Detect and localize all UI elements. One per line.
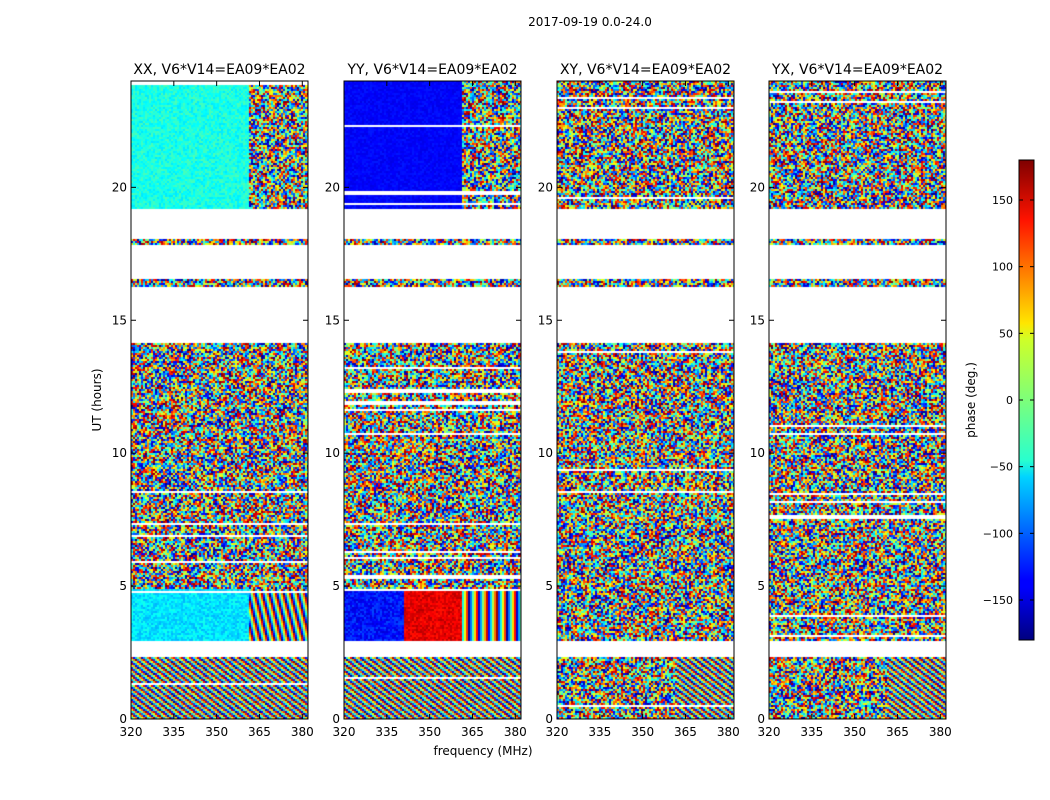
panel-title: YY, V6*V14=EA09*EA02 — [346, 62, 517, 78]
y-axis-label: UT (hours) — [90, 368, 104, 431]
y-tick-label: 5 — [332, 579, 340, 593]
x-tick-label: 320 — [546, 725, 569, 739]
y-tick-label: 5 — [757, 579, 765, 593]
colorbar-tick-label: 150 — [992, 194, 1013, 207]
y-tick-label: 0 — [119, 712, 127, 726]
y-tick-label: 15 — [538, 313, 553, 327]
heatmap-xx — [131, 81, 308, 719]
x-tick-label: 365 — [248, 725, 271, 739]
panel-title: YX, V6*V14=EA09*EA02 — [771, 62, 943, 78]
y-tick-label: 15 — [325, 313, 340, 327]
colorbar-tick-label: −150 — [983, 594, 1013, 607]
x-tick-label: 380 — [717, 725, 740, 739]
x-tick-label: 320 — [758, 725, 781, 739]
y-tick-label: 20 — [538, 180, 553, 194]
panel-yx: YX, V6*V14=EA09*EA02 320 335 350 365 380 0 5 10 1… — [750, 62, 952, 739]
panel-yy: YY, V6*V14=EA09*EA02 320 335 350 365 380 0 5 10 1… — [325, 62, 527, 739]
panel-xx: XX, V6*V14=EA09*EA02 320 335 350 365 380 0 5 10 1… — [112, 62, 314, 739]
x-tick-label: 350 — [205, 725, 228, 739]
y-tick-label: 5 — [119, 579, 127, 593]
panel-title: XX, V6*V14=EA09*EA02 — [133, 62, 305, 78]
y-tick-label: 15 — [750, 313, 765, 327]
x-tick-label: 380 — [504, 725, 527, 739]
y-tick-label: 20 — [750, 180, 765, 194]
colorbar-label: phase (deg.) — [964, 362, 978, 438]
y-tick-label: 0 — [545, 712, 553, 726]
panel-frame — [768, 80, 947, 720]
x-tick-label: 335 — [800, 725, 823, 739]
y-tick-label: 0 — [332, 712, 340, 726]
x-tick-label: 350 — [631, 725, 654, 739]
x-tick-label: 365 — [886, 725, 909, 739]
panel-title: XY, V6*V14=EA09*EA02 — [560, 62, 731, 78]
x-tick-label: 350 — [843, 725, 866, 739]
y-tick-label: 5 — [545, 579, 553, 593]
colorbar-tick-label: 100 — [992, 261, 1013, 274]
colorbar-tick-label: −100 — [983, 527, 1013, 540]
x-tick-label: 335 — [162, 725, 185, 739]
y-tick-label: 15 — [112, 313, 127, 327]
heatmap-yx — [769, 81, 946, 719]
x-tick-label: 335 — [588, 725, 611, 739]
y-tick-label: 10 — [750, 446, 765, 460]
x-tick-label: 350 — [418, 725, 441, 739]
panel-frame — [343, 80, 522, 720]
y-tick-label: 20 — [325, 180, 340, 194]
y-tick-label: 0 — [757, 712, 765, 726]
panel-frame — [556, 80, 735, 720]
x-tick-label: 380 — [291, 725, 314, 739]
colorbar-tick-label: 50 — [999, 327, 1013, 340]
x-tick-label: 380 — [929, 725, 952, 739]
y-tick-label: 10 — [538, 446, 553, 460]
panels-group: XX, V6*V14=EA09*EA02 320 335 350 365 380 0 5 10 1… — [112, 62, 952, 739]
colorbar-ticks: −150 −100 −50 0 50 100 150 — [983, 194, 1034, 607]
y-tick-label: 20 — [112, 180, 127, 194]
x-tick-label: 365 — [674, 725, 697, 739]
x-tick-label: 320 — [120, 725, 143, 739]
panel-frame — [130, 80, 309, 720]
heatmap-xy — [557, 81, 734, 719]
x-tick-label: 365 — [461, 725, 484, 739]
colorbar-tick-label: −50 — [990, 461, 1013, 474]
colorbar-tick-label: 0 — [1006, 394, 1013, 407]
x-axis-label: frequency (MHz) — [433, 744, 532, 758]
figure-title: 2017-09-19 0.0-24.0 — [528, 15, 652, 29]
panel-xy: XY, V6*V14=EA09*EA02 320 335 350 365 380 0 5 10 1… — [538, 62, 740, 739]
heatmap-yy — [344, 81, 521, 719]
colorbar: −150 −100 −50 0 50 100 150 phase (deg.) — [964, 159, 1035, 641]
y-tick-label: 10 — [325, 446, 340, 460]
x-tick-label: 335 — [375, 725, 398, 739]
x-tick-label: 320 — [333, 725, 356, 739]
y-tick-label: 10 — [112, 446, 127, 460]
